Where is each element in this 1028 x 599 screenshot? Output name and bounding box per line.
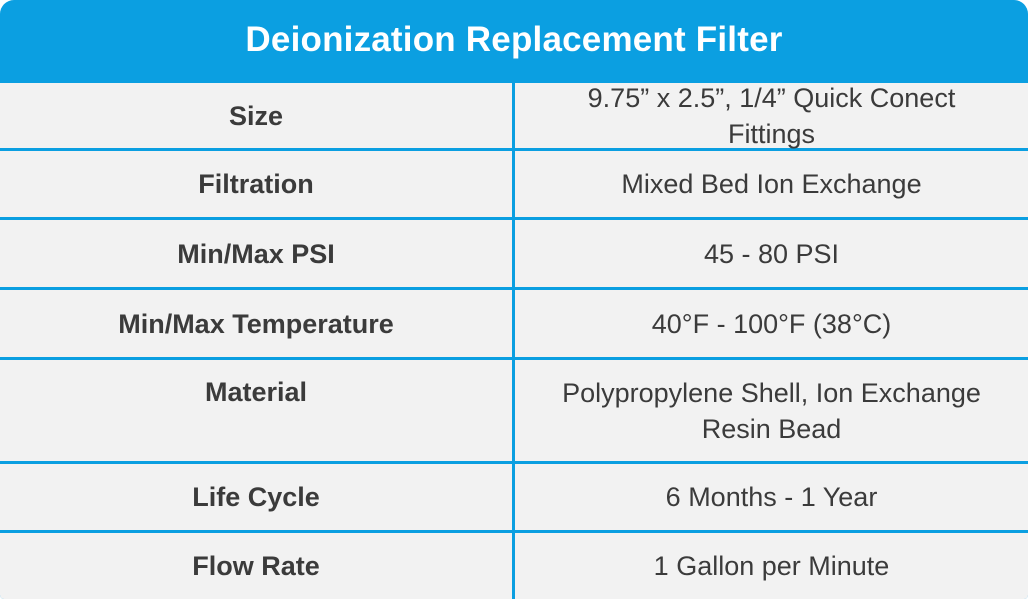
row-label: Material [0,360,512,461]
value-text: 40°F - 100°F (38°C) [651,308,892,339]
row-value: 40°F - 100°F (38°C) [515,290,1028,357]
label-text: Min/Max Temperature [118,308,394,339]
label-text: Life Cycle [192,482,320,512]
value-text: 45 - 80 PSI [703,238,840,269]
row-value: Mixed Bed Ion Exchange [515,151,1028,217]
row-label: Size [0,83,512,148]
row-value: 9.75” x 2.5”, 1/4” Quick Conect Fittings [515,83,1028,149]
label-text: Filtration [198,169,314,199]
row-label: Min/Max PSI [0,220,512,287]
row-value: 1 Gallon per Minute [515,533,1028,599]
value-text: 1 Gallon per Minute [653,551,890,581]
value-text: 6 Months - 1 Year [665,482,878,512]
table-body: Size 9.75” x 2.5”, 1/4” Quick Conect Fitt… [0,80,1028,599]
label-text: Min/Max PSI [177,238,335,269]
row-value: 45 - 80 PSI [515,220,1028,287]
value-text: 9.75” x 2.5”, 1/4” Quick Conect Fittings [587,82,956,149]
label-text: Flow Rate [192,551,320,581]
row-value: 6 Months - 1 Year [515,464,1028,530]
row-label: Flow Rate [0,533,512,599]
value-text: Mixed Bed Ion Exchange [621,169,922,199]
row-value: Polypropylene Shell, Ion Exchange Resin … [515,360,1028,461]
row-label: Filtration [0,151,512,217]
value-text: Polypropylene Shell, Ion Exchange Resin … [562,377,981,444]
table-title: Deionization Replacement Filter [245,20,783,59]
label-text: Material [204,377,308,407]
row-label: Min/Max Temperature [0,290,512,357]
label-text: Size [228,100,284,131]
row-label: Life Cycle [0,464,512,530]
